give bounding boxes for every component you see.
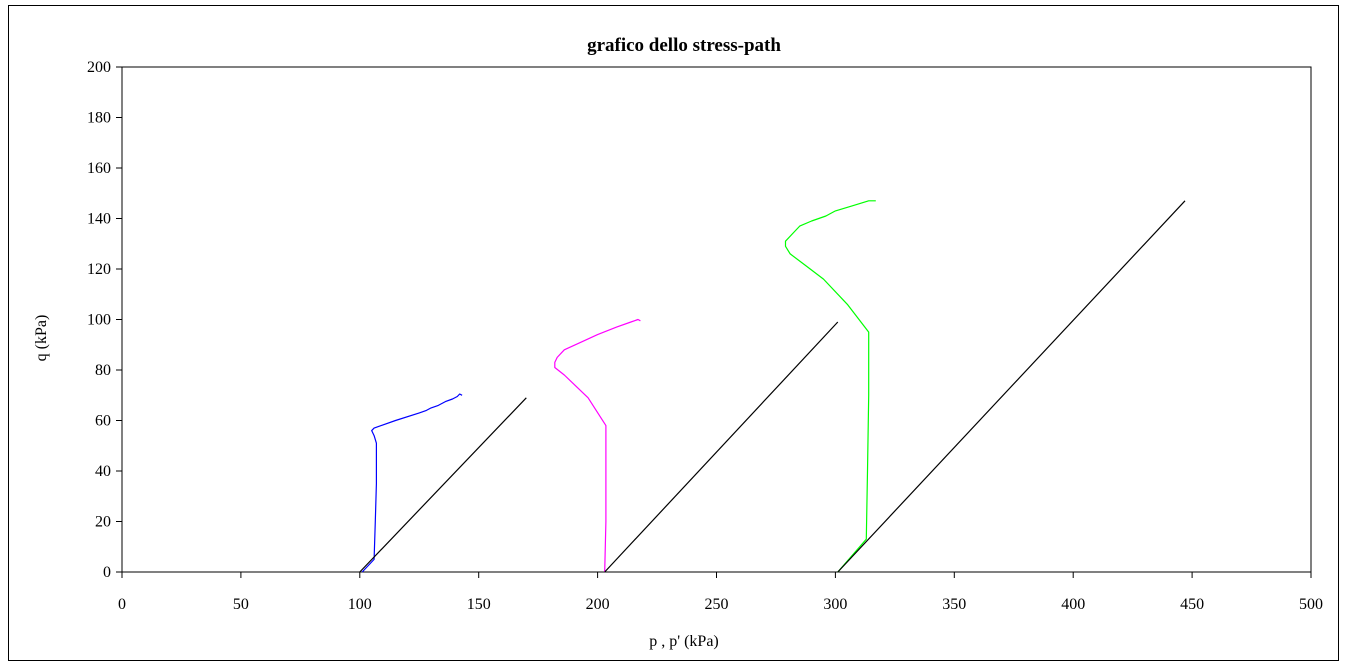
x-tick-label: 50 (233, 596, 249, 613)
x-tick-label: 400 (1061, 596, 1085, 613)
y-tick-label: 20 (95, 514, 111, 531)
y-tick-label: 0 (103, 564, 111, 581)
x-tick-label: 300 (823, 596, 847, 613)
x-tick-label: 250 (705, 596, 729, 613)
reference-line-3 (604, 321, 839, 573)
reference-line-1 (359, 397, 527, 573)
stress-path-series-4 (784, 200, 876, 573)
chart-frame: grafico dello stress-path 0 50 100 150 200 25… (8, 5, 1339, 661)
y-tick-label: 100 (87, 312, 111, 329)
y-tick-label: 120 (87, 261, 111, 278)
series-layer (359, 200, 1186, 573)
x-axis-label: p , p' (kPa) (649, 633, 719, 650)
x-tick-label: 150 (467, 596, 491, 613)
x-tick-label: 450 (1180, 596, 1204, 613)
axis-layer: 0 50 100 150 200 250 300 350 400 450 500 0 20 40 60 80 1… (87, 59, 1323, 613)
y-tick-label: 40 (95, 463, 111, 480)
x-tick-label: 500 (1299, 596, 1323, 613)
y-axis-label: q (kPa) (33, 315, 50, 362)
x-tick-label: 100 (348, 596, 372, 613)
y-tick-label: 60 (95, 413, 111, 430)
stress-path-series-2 (554, 318, 641, 573)
stress-path-series-0 (361, 393, 463, 573)
reference-line-5 (837, 200, 1186, 573)
y-tick-label: 200 (87, 59, 111, 76)
y-tick-label: 180 (87, 110, 111, 127)
y-tick-label: 80 (95, 362, 111, 379)
x-tick-label: 0 (118, 596, 126, 613)
stress-path-chart: grafico dello stress-path 0 50 100 150 200 25… (33, 35, 1323, 650)
chart-title: grafico dello stress-path (587, 35, 781, 56)
x-tick-label: 200 (586, 596, 610, 613)
x-tick-label: 350 (942, 596, 966, 613)
plot-area (121, 66, 1312, 573)
y-tick-label: 160 (87, 160, 111, 177)
y-tick-label: 140 (87, 211, 111, 228)
